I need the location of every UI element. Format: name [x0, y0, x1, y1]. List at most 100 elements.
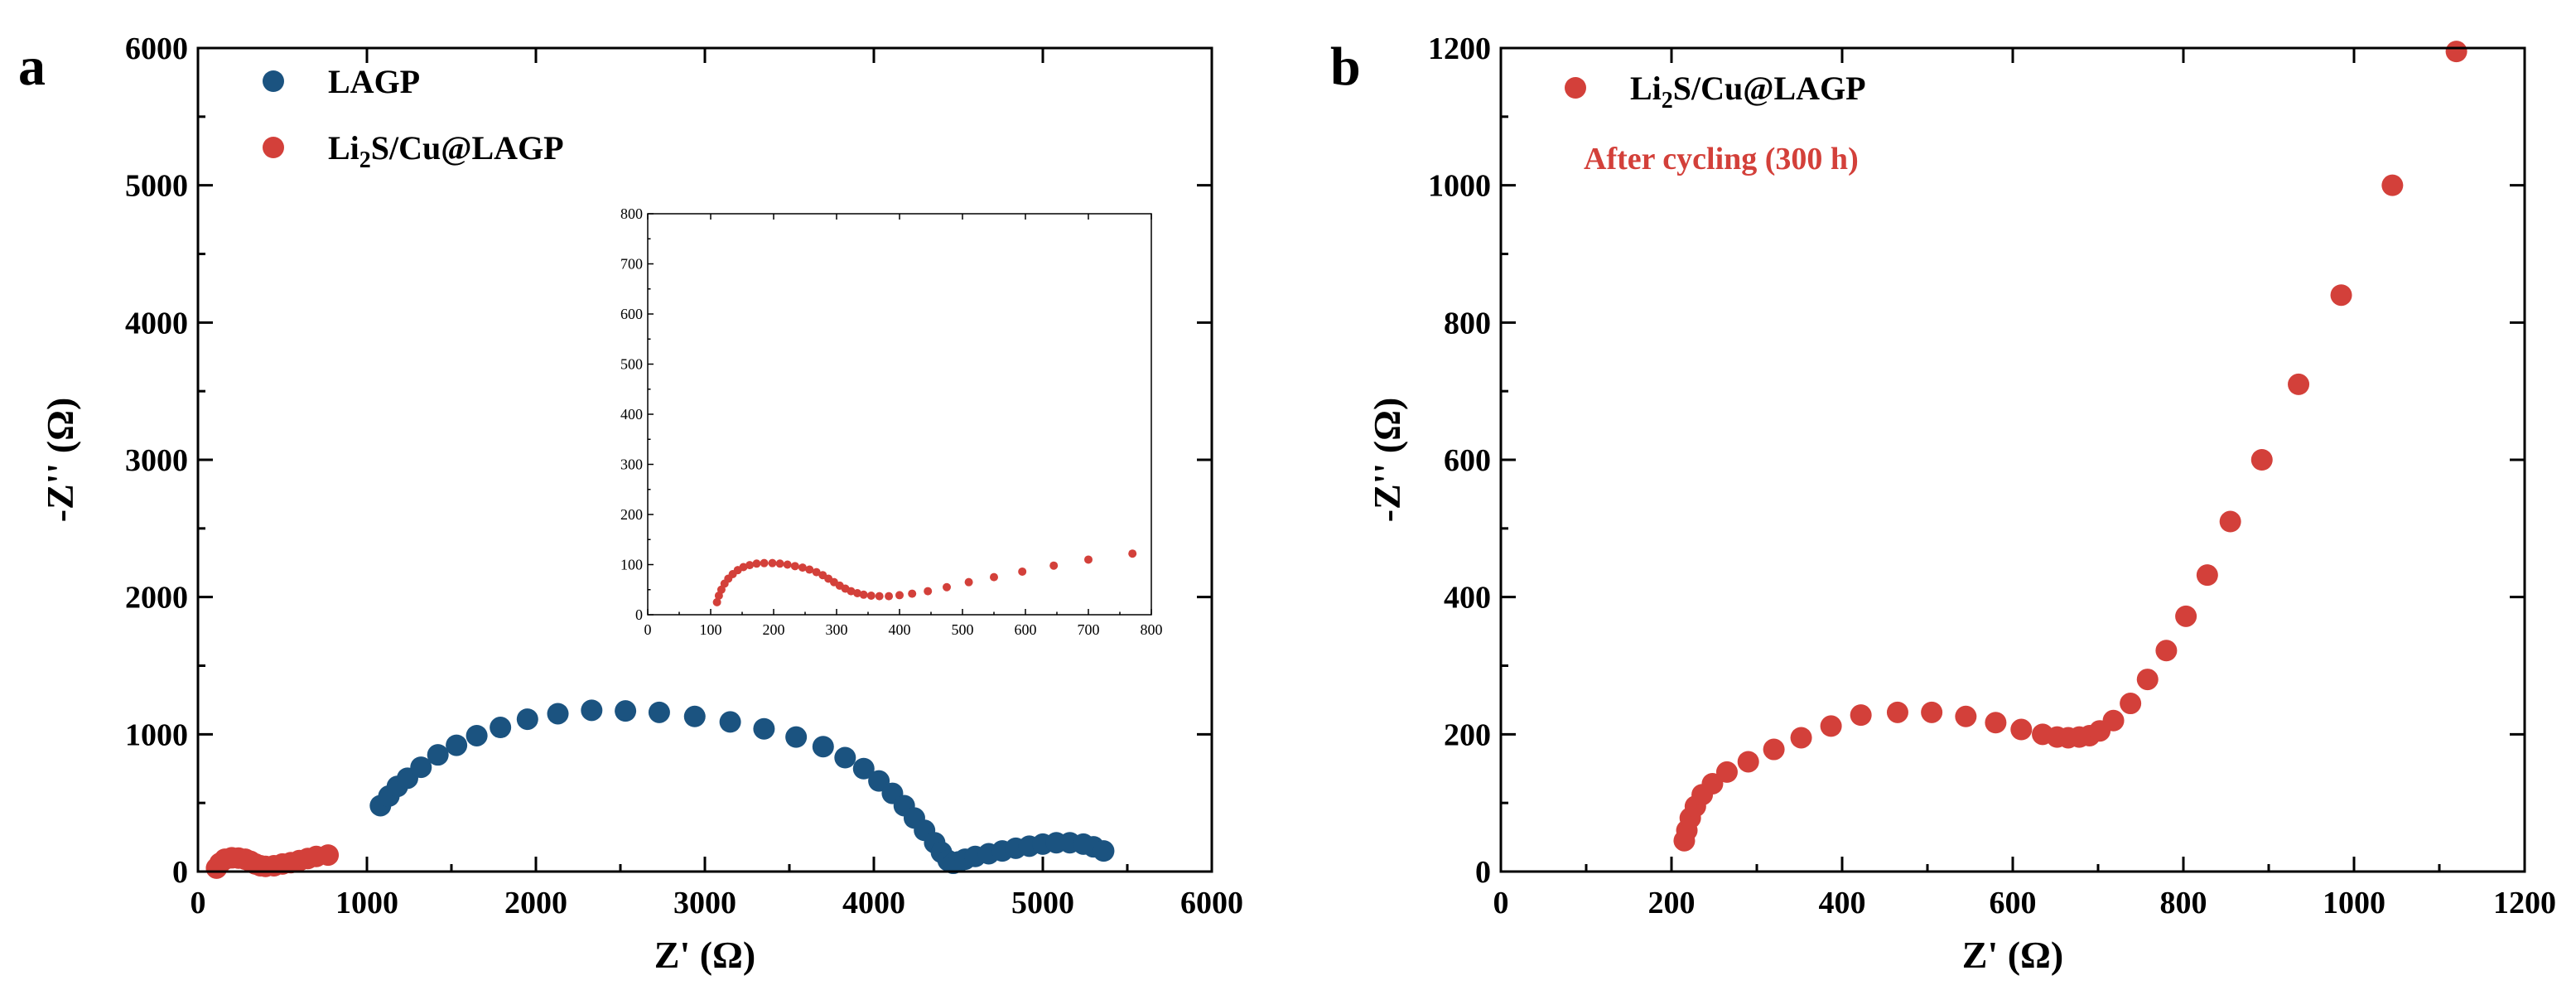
inset-x-tick-label: 700 — [1078, 621, 1100, 638]
inset-data-point — [943, 582, 951, 592]
li2s-cycled-data-point — [2196, 564, 2218, 587]
legend-marker-li2s-cycled — [1565, 77, 1586, 99]
lagp-data-point — [427, 744, 449, 766]
panel-a-ticks: 0 1000 2000 3000 4000 5000 6000010002000300040… — [125, 31, 1243, 920]
inset-y-tick-label: 500 — [620, 356, 643, 373]
li2s-cycled-data-point — [2010, 718, 2033, 741]
inset-x-tick-label: 300 — [826, 621, 848, 638]
panel-b-x-tick-label: 1200 — [2493, 886, 2556, 920]
lagp-data-point — [753, 717, 775, 740]
inset-data-point — [768, 558, 777, 568]
annotation-after-cycling: After cycling (300 h) — [1584, 142, 1859, 176]
panel-b-x-tick-label: 400 — [1819, 886, 1866, 920]
panel-b-x-tick-label: 0 — [1493, 886, 1509, 920]
lagp-data-point — [615, 700, 637, 722]
panel-a-x-tick-label: 2000 — [504, 886, 567, 920]
panel-a-y-axis-title: -Z'' (Ω) — [39, 398, 81, 523]
inset-data-point — [1049, 561, 1059, 570]
panel-a-y-tick-label: 6000 — [125, 31, 188, 66]
inset-data-point — [745, 561, 755, 570]
inset-x-tick-label: 400 — [889, 621, 911, 638]
inset-y-tick-label: 0 — [635, 606, 643, 623]
legend-marker-lagp — [263, 70, 284, 92]
lagp-data-point — [466, 724, 488, 746]
inset-ticks: 0 100 200 300 400 500 600 700 800 0 100 200 300 400 50… — [620, 205, 1163, 638]
legend-b-li2s-main: Li — [1630, 70, 1662, 107]
panel-b-x-axis-title: Z' (Ω) — [1962, 934, 2063, 976]
inset-data-point — [783, 560, 792, 569]
panel-b-x-tick-label: 800 — [2160, 886, 2207, 920]
inset-data-point — [775, 559, 784, 568]
panel-b-y-tick-label: 200 — [1444, 717, 1491, 752]
panel-a-x-tick-label: 5000 — [1011, 886, 1074, 920]
inset-x-tick-label: 500 — [952, 621, 974, 638]
inset-x-tick-label: 200 — [763, 621, 785, 638]
li2s-series — [205, 844, 340, 879]
li2s-cycled-data-point — [2288, 373, 2310, 395]
li2s-cycled-data-point — [2330, 284, 2352, 307]
panel-b-ticks: 0 200 400 600 800 1000 1200 0 200 400 600 800 1000 12… — [1428, 31, 2556, 920]
inset-data-point — [739, 563, 748, 572]
inset-chart: 0 100 200 300 400 500 600 700 800 0 100 200 300 400 50… — [620, 205, 1163, 638]
li2s-cycled-data-point — [2155, 640, 2178, 662]
lagp-data-point — [812, 736, 834, 758]
li2s-cycled-data-point — [2250, 449, 2273, 471]
lagp-data-point — [719, 711, 741, 733]
inset-data-point — [1084, 555, 1093, 564]
panel-a-x-tick-label: 6000 — [1180, 886, 1243, 920]
inset-data-point — [760, 558, 769, 568]
panel-a-plot-frame — [196, 46, 1213, 873]
panel-label-b: b — [1330, 36, 1361, 97]
panel-b-y-tick-label: 400 — [1444, 581, 1491, 616]
panel-a-legend: LAGP Li2S/Cu@LAGP — [263, 63, 564, 173]
lagp-data-point — [648, 701, 670, 723]
inset-data-point — [853, 588, 862, 597]
panel-a-x-tick-label: 3000 — [673, 886, 736, 920]
panel-a-x-tick-label: 0 — [191, 886, 206, 920]
legend-marker-li2s — [263, 137, 284, 158]
inset-y-tick-label: 100 — [620, 557, 643, 573]
inset-y-tick-label: 400 — [620, 406, 643, 423]
lagp-data-point — [547, 703, 569, 725]
panel-label-a: a — [18, 36, 46, 97]
inset-data-point — [847, 587, 856, 596]
panel-b-plot-frame — [1499, 46, 2526, 873]
lagp-data-point — [785, 726, 808, 748]
inset-y-tick-label: 300 — [620, 456, 643, 473]
legend-b-li2s-sub: 2 — [1662, 88, 1673, 114]
panel-a-y-tick-label: 2000 — [125, 581, 188, 616]
inset-data-point — [1018, 567, 1027, 576]
li2s-cycled-data-point — [1715, 761, 1738, 783]
lagp-data-point — [410, 756, 432, 779]
lagp-data-point — [446, 734, 468, 756]
li2s-cycled-data-point — [1790, 727, 1812, 749]
inset-y-tick-label: 600 — [620, 306, 643, 322]
panel-a-x-tick-label: 1000 — [335, 886, 398, 920]
inset-data-point — [895, 591, 904, 600]
inset-data-point — [790, 562, 799, 571]
inset-li2s-series — [712, 549, 1137, 606]
panel-b-x-tick-label: 600 — [1990, 886, 2037, 920]
panel-a-y-tick-label: 4000 — [125, 306, 188, 341]
li2s-cycled-data-point — [1985, 712, 2007, 734]
li2s-cycled-data-point — [1820, 715, 1842, 737]
panel-a-x-tick-label: 4000 — [842, 886, 905, 920]
inset-x-tick-label: 0 — [644, 621, 652, 638]
lagp-data-point — [683, 705, 706, 727]
legend-label-li2s-cycled: Li2S/Cu@LAGP — [1630, 70, 1866, 114]
inset-data-point — [712, 597, 721, 606]
legend-li2s-sub: 2 — [359, 147, 371, 173]
legend-li2s-rest: S/Cu@LAGP — [371, 129, 564, 167]
inset-y-tick-label: 200 — [620, 506, 643, 523]
panel-b-y-tick-label: 1000 — [1428, 169, 1491, 204]
lagp-data-point — [581, 699, 603, 722]
inset-data-point — [798, 563, 807, 572]
legend-li2s-main: Li — [328, 129, 359, 167]
panel-a-x-axis-title: Z' (Ω) — [654, 934, 755, 976]
inset-y-tick-label: 800 — [620, 205, 643, 222]
li2s-cycled-data-point — [1737, 751, 1759, 773]
lagp-data-point — [490, 717, 512, 739]
inset-data-point — [805, 565, 814, 574]
panel-b-y-tick-label: 600 — [1444, 443, 1491, 478]
